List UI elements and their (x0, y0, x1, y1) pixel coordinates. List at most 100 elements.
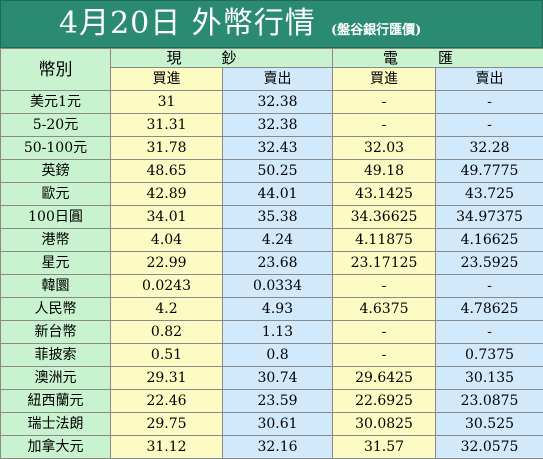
tt-sell-value: 30.135 (436, 367, 543, 390)
cash-buy-value: 0.0243 (111, 275, 223, 298)
tt-buy-value: - (333, 275, 436, 298)
cash-group-header: 現鈔 (111, 49, 333, 68)
currency-name: 5-20元 (1, 114, 111, 137)
tt-sell-value: 30.525 (436, 413, 543, 436)
tt-sell-value: 23.0875 (436, 390, 543, 413)
currency-name: 港幣 (1, 229, 111, 252)
cash-buy-value: 48.65 (111, 160, 223, 183)
cash-buy-value: 31.78 (111, 137, 223, 160)
tt-sell-value: - (436, 91, 543, 114)
tt-sell-value: 49.7775 (436, 160, 543, 183)
currency-name: 加拿大元 (1, 436, 111, 459)
tt-buy-value: - (333, 114, 436, 137)
tt-group-header: 電匯 (333, 49, 543, 68)
currency-header: 幣別 (1, 49, 111, 91)
cash-sell-value: 4.93 (223, 298, 333, 321)
cash-sell-value: 1.13 (223, 321, 333, 344)
tt-buy-value: - (333, 321, 436, 344)
cash-sell-value: 32.43 (223, 137, 333, 160)
tt-buy-value: 31.57 (333, 436, 436, 459)
cash-buy-value: 29.31 (111, 367, 223, 390)
cash-sell-value: 50.25 (223, 160, 333, 183)
tt-buy-value: 29.6425 (333, 367, 436, 390)
cash-buy-value: 42.89 (111, 183, 223, 206)
tt-buy-value: 49.18 (333, 160, 436, 183)
tt-buy-value: 4.6375 (333, 298, 436, 321)
cash-buy-header: 買進 (111, 68, 223, 91)
cash-sell-value: 23.68 (223, 252, 333, 275)
cash-sell-value: 30.61 (223, 413, 333, 436)
tt-buy-value: - (333, 344, 436, 367)
tt-buy-value: 32.03 (333, 137, 436, 160)
exchange-rate-panel: 4月20日 外幣行情 (盤谷銀行匯價) 幣別 現鈔 電匯 買進 賣出 買進 賣出… (0, 0, 543, 444)
cash-buy-value: 31.12 (111, 436, 223, 459)
tt-buy-value: 43.1425 (333, 183, 436, 206)
tt-sell-value: 32.28 (436, 137, 543, 160)
cash-sell-header: 賣出 (223, 68, 333, 91)
currency-name: 澳洲元 (1, 367, 111, 390)
tt-sell-value: - (436, 114, 543, 137)
cash-sell-value: 44.01 (223, 183, 333, 206)
tt-sell-value: 4.78625 (436, 298, 543, 321)
cash-buy-value: 4.04 (111, 229, 223, 252)
currency-name: 歐元 (1, 183, 111, 206)
cash-sell-value: 32.38 (223, 114, 333, 137)
currency-name: 美元1元 (1, 91, 111, 114)
currency-name: 瑞士法朗 (1, 413, 111, 436)
currency-name: 人民幣 (1, 298, 111, 321)
cash-sell-value: 0.8 (223, 344, 333, 367)
cash-sell-value: 32.38 (223, 91, 333, 114)
cash-buy-value: 31.31 (111, 114, 223, 137)
tt-buy-value: 4.11875 (333, 229, 436, 252)
tt-buy-value: 22.6925 (333, 390, 436, 413)
cash-buy-value: 0.51 (111, 344, 223, 367)
currency-name: 紐西蘭元 (1, 390, 111, 413)
cash-buy-value: 31 (111, 91, 223, 114)
cash-buy-value: 4.2 (111, 298, 223, 321)
tt-sell-value: - (436, 321, 543, 344)
tt-buy-value: 34.36625 (333, 206, 436, 229)
tt-sell-value: 34.97375 (436, 206, 543, 229)
cash-buy-value: 29.75 (111, 413, 223, 436)
tt-buy-value: - (333, 91, 436, 114)
cash-buy-value: 34.01 (111, 206, 223, 229)
tt-sell-value: 4.16625 (436, 229, 543, 252)
tt-buy-header: 買進 (333, 68, 436, 91)
currency-name: 菲披索 (1, 344, 111, 367)
title-bar: 4月20日 外幣行情 (盤谷銀行匯價) (0, 0, 543, 48)
cash-sell-value: 32.16 (223, 436, 333, 459)
tt-sell-value: 0.7375 (436, 344, 543, 367)
tt-sell-header: 賣出 (436, 68, 543, 91)
cash-sell-value: 0.0334 (223, 275, 333, 298)
page-subtitle: (盤谷銀行匯價) (331, 19, 421, 38)
cash-sell-value: 23.59 (223, 390, 333, 413)
currency-name: 50-100元 (1, 137, 111, 160)
currency-name: 100日圓 (1, 206, 111, 229)
cash-buy-value: 22.46 (111, 390, 223, 413)
cash-buy-value: 0.82 (111, 321, 223, 344)
tt-buy-value: 30.0825 (333, 413, 436, 436)
currency-name: 英鎊 (1, 160, 111, 183)
cash-sell-value: 35.38 (223, 206, 333, 229)
tt-sell-value: - (436, 275, 543, 298)
tt-buy-value: 23.17125 (333, 252, 436, 275)
currency-name: 韓圜 (1, 275, 111, 298)
page-title: 4月20日 外幣行情 (59, 6, 316, 42)
